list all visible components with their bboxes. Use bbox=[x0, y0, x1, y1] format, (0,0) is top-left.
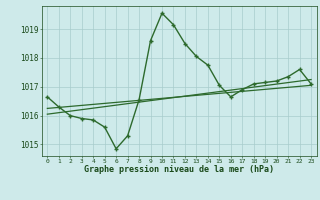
X-axis label: Graphe pression niveau de la mer (hPa): Graphe pression niveau de la mer (hPa) bbox=[84, 165, 274, 174]
